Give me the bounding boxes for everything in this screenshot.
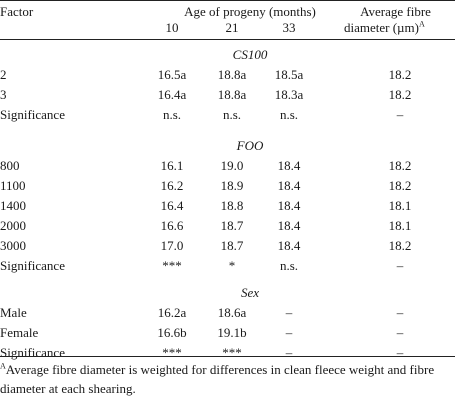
- section-title: FOO: [236, 138, 264, 153]
- table-cell-m33: n.s.: [279, 258, 299, 273]
- table-cell-m33: 18.4: [277, 218, 301, 233]
- table-cell-m33: 18.4: [277, 158, 301, 173]
- table-cell-m33: n.s.: [279, 107, 299, 122]
- table-cell-m10: n.s.: [162, 107, 182, 122]
- row-factor-label: 3000: [0, 238, 26, 253]
- diameter-header-line2: diameter (µm)A: [344, 19, 425, 35]
- row-factor-label: Female: [0, 325, 39, 340]
- table-cell-m21: 18.8a: [217, 87, 247, 102]
- top-rule: [0, 0, 455, 1]
- table-cell-diam: –: [396, 325, 404, 340]
- age-header: Age of progeny (months): [184, 4, 316, 19]
- table-cell-diam: 18.1: [388, 218, 412, 233]
- table-cell-m21: 18.9: [220, 178, 244, 193]
- diameter-header-line1: Average fibre: [360, 4, 431, 19]
- table-cell-m21: n.s.: [222, 107, 242, 122]
- table-cell-m10: 16.2: [160, 178, 184, 193]
- table-cell-m33: –: [285, 345, 293, 360]
- age-col-10: 10: [165, 20, 179, 35]
- factor-header: Factor: [0, 4, 34, 19]
- table-cell-m21: 18.8: [220, 198, 244, 213]
- diameter-unit-label: diameter (µm): [344, 20, 419, 35]
- table-cell-m21: 19.0: [220, 158, 244, 173]
- table-cell-m21: 18.7: [220, 218, 244, 233]
- table-cell-diam: –: [396, 107, 404, 122]
- table-cell-diam: –: [396, 345, 404, 360]
- table-cell-diam: –: [396, 305, 404, 320]
- footnote: AAverage fibre diameter is weighted for …: [0, 361, 455, 399]
- table-cell-m10: 17.0: [160, 238, 184, 253]
- table-cell-m10: 16.5a: [157, 67, 187, 82]
- table-cell-m33: 18.5a: [274, 67, 304, 82]
- table-cell-diam: 18.2: [388, 87, 412, 102]
- age-col-33: 33: [282, 20, 296, 35]
- table-cell-diam: 18.2: [388, 158, 412, 173]
- table-cell-diam: 18.2: [388, 178, 412, 193]
- table-cell-m10: 16.2a: [157, 305, 187, 320]
- table-cell-m10: ***: [162, 345, 182, 360]
- table-cell-m21: 18.6a: [217, 305, 247, 320]
- table-cell-m21: *: [228, 258, 236, 273]
- row-factor-label: 800: [0, 158, 20, 173]
- table-cell-diam: 18.2: [388, 238, 412, 253]
- section-title: CS100: [232, 47, 268, 62]
- age-col-21: 21: [225, 20, 239, 35]
- table-cell-m10: 16.6: [160, 218, 184, 233]
- row-factor-label: Male: [0, 305, 27, 320]
- table-cell-m33: 18.4: [277, 178, 301, 193]
- table-cell-diam: 18.2: [388, 67, 412, 82]
- footnote-text: Average fibre diameter is weighted for d…: [0, 362, 435, 396]
- table-cell-m33: –: [285, 325, 293, 340]
- table-cell-m10: 16.4: [160, 198, 184, 213]
- row-factor-label: 1100: [0, 178, 26, 193]
- row-factor-label: 2000: [0, 218, 26, 233]
- row-factor-label: Significance: [0, 258, 65, 273]
- bottom-rule: [0, 356, 455, 357]
- section-title: Sex: [240, 285, 260, 300]
- diameter-footnote-marker: A: [419, 19, 425, 29]
- table-cell-m21: 19.1b: [217, 325, 247, 340]
- table-cell-m21: 18.7: [220, 238, 244, 253]
- table-cell-m21: ***: [222, 345, 242, 360]
- row-factor-label: Significance: [0, 107, 65, 122]
- table-cell-m10: 16.4a: [157, 87, 187, 102]
- row-factor-label: Significance: [0, 345, 65, 360]
- row-factor-label: 3: [0, 87, 7, 102]
- table-cell-m33: –: [285, 305, 293, 320]
- table-cell-m33: 18.4: [277, 238, 301, 253]
- table-cell-diam: –: [396, 258, 404, 273]
- footnote-marker: A: [0, 361, 6, 371]
- table-cell-m21: 18.8a: [217, 67, 247, 82]
- table-cell-m10: 16.6b: [157, 325, 187, 340]
- table-cell-diam: 18.1: [388, 198, 412, 213]
- row-factor-label: 2: [0, 67, 7, 82]
- table-cell-m10: ***: [162, 258, 182, 273]
- header-rule: [0, 39, 455, 40]
- table-cell-m33: 18.4: [277, 198, 301, 213]
- table-cell-m10: 16.1: [160, 158, 184, 173]
- row-factor-label: 1400: [0, 198, 26, 213]
- table-cell-m33: 18.3a: [274, 87, 304, 102]
